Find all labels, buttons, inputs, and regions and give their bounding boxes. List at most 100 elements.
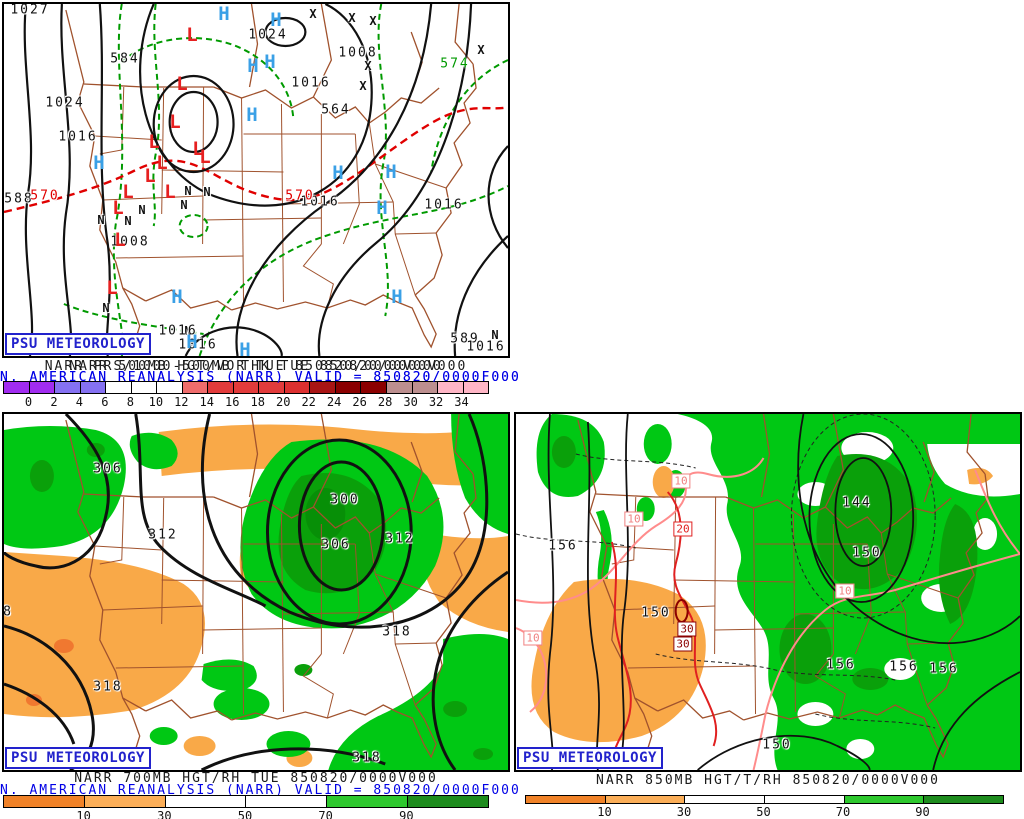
l-pressure-marker: L — [199, 146, 211, 168]
map-label: 570 — [30, 188, 60, 204]
l-pressure-marker: L — [106, 277, 118, 299]
map-label: 584 — [110, 51, 140, 67]
map-label: 1016 — [158, 323, 198, 339]
colorbar-segment — [412, 382, 439, 393]
colorbar-tick: 50 — [237, 809, 253, 819]
map-label: 156 — [929, 661, 959, 677]
map-850mb-art — [516, 414, 1020, 770]
map-label: 30 — [677, 621, 697, 637]
panel-700mb-hgt-rh: PSU METEOROLOGY 306 312 300 306 312 318 318 318… — [0, 410, 521, 819]
map-label: 1008 — [338, 45, 378, 61]
map-label: X — [477, 43, 485, 57]
colorbar-tick: 50 — [756, 805, 771, 819]
colorbar-tick: 12 — [174, 395, 189, 409]
map-label: X — [309, 7, 317, 21]
colorbar-segment — [157, 382, 183, 393]
colorbar-segment — [80, 382, 107, 393]
map-label: 30 — [673, 636, 693, 652]
h-pressure-marker: H — [93, 152, 105, 174]
map-label: 8 — [3, 604, 13, 620]
map-label: N — [491, 328, 499, 342]
map-label: 564 — [321, 102, 351, 118]
h-pressure-marker: H — [171, 286, 183, 308]
map-label: X — [369, 14, 377, 28]
map-label: 1008 — [110, 234, 150, 250]
l-pressure-marker: L — [114, 229, 126, 251]
l-pressure-marker: L — [112, 197, 124, 219]
h-pressure-marker: H — [391, 286, 403, 308]
map-label: 318 — [93, 679, 123, 695]
colorbar-segment — [361, 382, 387, 393]
l-pressure-marker: L — [164, 181, 176, 203]
h-pressure-marker: H — [239, 339, 251, 358]
caption-line-2: N. AMERICAN REANALYSIS (NARR) VALID = 85… — [0, 783, 521, 798]
map-label: N — [138, 203, 146, 217]
map-label: 318 — [382, 624, 412, 640]
colorbar-segment — [924, 796, 1004, 803]
l-pressure-marker: L — [176, 73, 188, 95]
colorbar-segment — [29, 382, 56, 393]
h-pressure-marker: H — [385, 161, 397, 183]
colorbar-tick: 4 — [75, 395, 84, 409]
psu-watermark: PSU METEOROLOGY — [5, 333, 151, 355]
colorbar-segment — [386, 382, 413, 393]
map-prs-art — [4, 4, 508, 356]
colorbar-tick: 0 — [24, 395, 33, 409]
caption-line-1: NARR 500MB HGT/VOR TUE 850820/0000V000 — [69, 359, 443, 374]
map-label: 312 — [148, 527, 178, 543]
colorbar-tick: 8 — [126, 395, 134, 409]
h-pressure-marker: H — [264, 51, 276, 73]
h-pressure-marker: H — [376, 197, 388, 219]
colorbar-tick: 18 — [250, 395, 265, 409]
map-label: 1016 — [291, 75, 331, 91]
colorbar-tick: 90 — [399, 809, 414, 819]
colorbar-tick: 70 — [318, 809, 333, 819]
colorbar-segment — [605, 796, 686, 803]
colorbar-tick: 90 — [915, 805, 930, 819]
map-label: N — [102, 301, 110, 315]
colorbar-segment — [408, 796, 488, 807]
colorbar-segment — [844, 796, 925, 803]
caption-line-2: N. AMERICAN REANALYSIS (NARR) VALID = 85… — [0, 370, 521, 385]
panel-prs-thickness: PSU METEOROLOGY 1027 1024 1016 1008 1024 1008… — [0, 0, 521, 410]
colorbar-segment — [526, 796, 606, 803]
map-700mb-art — [4, 414, 508, 770]
colorbar-tick: 20 — [275, 395, 291, 409]
panel-850mb-hgt-t-rh: PSU METEOROLOGY 156 150 144 150 156 156 156 150… — [512, 410, 1024, 819]
psu-watermark: PSU METEOROLOGY — [517, 747, 663, 769]
h-pressure-marker: H — [270, 9, 282, 31]
colorbar-tick: 30 — [676, 805, 692, 819]
colorbar-segment — [685, 796, 766, 803]
h-pressure-marker: H — [186, 331, 198, 353]
colorbar-segment — [4, 796, 85, 807]
map-label: 156 — [826, 657, 856, 673]
colorbar-tick: 10 — [148, 395, 164, 409]
map-label: N — [184, 324, 192, 338]
map-label: 150 — [641, 605, 671, 621]
colorbar-segment — [335, 382, 362, 393]
map-label: X — [359, 79, 367, 93]
colorbar-tick: 14 — [199, 395, 215, 409]
map-label: N — [184, 184, 192, 198]
psu-watermark: PSU METEOROLOGY — [5, 747, 151, 769]
colorbar-segment — [310, 382, 336, 393]
map-850mb: PSU METEOROLOGY 156 150 144 150 156 156 156 150… — [514, 412, 1022, 772]
colorbar-segment — [246, 796, 328, 807]
colorbar-tick: 30 — [157, 809, 172, 819]
l-pressure-marker: L — [186, 24, 198, 46]
map-label: 1024 — [248, 27, 288, 43]
l-pressure-marker: L — [144, 165, 156, 187]
colorbar-segment — [765, 796, 845, 803]
h-pressure-marker: H — [218, 3, 230, 25]
colorbar-segment — [4, 382, 30, 393]
map-label: 1024 — [45, 95, 85, 111]
map-label: 588 — [4, 191, 34, 207]
caption-line-1: NARR 700MB HGT/RH TUE 850820/0000V000 — [74, 771, 438, 786]
map-label: 150 — [762, 737, 792, 753]
map-label: 144 — [842, 495, 872, 511]
h-pressure-marker: H — [246, 104, 258, 126]
map-label: 1016 — [300, 194, 340, 210]
colorbar-tick: 32 — [428, 395, 444, 409]
map-label: 312 — [385, 531, 415, 547]
colorbar-tick: 70 — [835, 805, 851, 819]
